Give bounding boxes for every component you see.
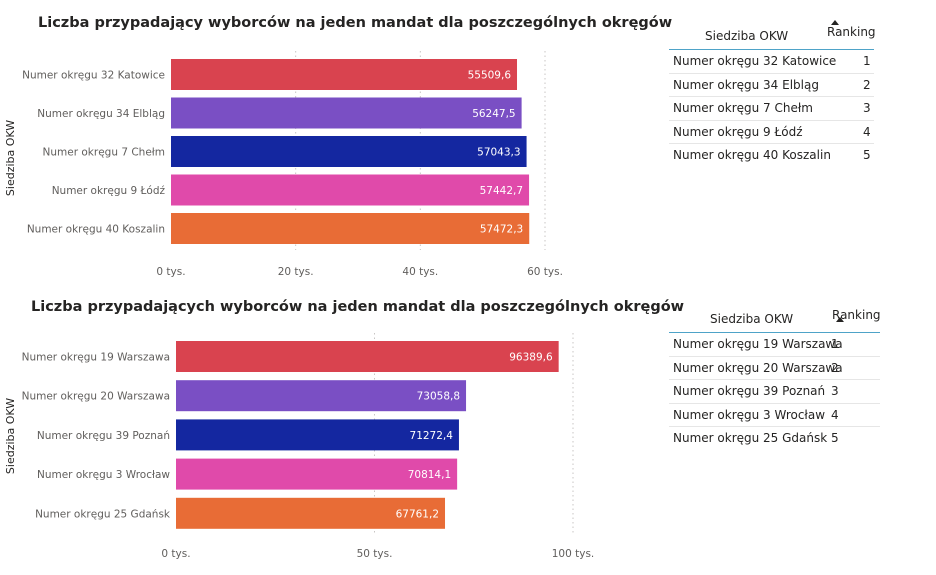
category-label: Numer okręgu 25 Gdańsk (35, 508, 171, 520)
cell-siedziba: Numer okręgu 3 Wrocław (673, 407, 826, 422)
cell-ranking: 1 (831, 337, 839, 351)
ranking-table-bottom: Siedziba OKW Ranking Numer okręgu 19 War… (669, 300, 881, 450)
cell-siedziba: Numer okręgu 25 Gdańsk (673, 431, 828, 445)
chart-title: Liczba przypadających wyborców na jeden … (31, 299, 685, 315)
x-tick-label: 60 tys. (527, 266, 563, 278)
table-row[interactable]: Numer okręgu 25 Gdańsk 5 (669, 427, 880, 450)
bar (171, 59, 518, 90)
data-label: 55509,6 (468, 70, 512, 82)
category-label: Numer okręgu 40 Koszalin (27, 224, 165, 236)
table-row[interactable]: Numer okręgu 20 Warszawa 2 (669, 357, 880, 380)
bar (171, 174, 530, 206)
chart-title: Liczba przypadający wyborców na jeden ma… (38, 15, 673, 31)
x-tick-label: 40 tys. (402, 266, 438, 278)
data-label: 67761,2 (396, 508, 439, 520)
x-tick-label: 0 tys. (156, 266, 185, 278)
cell-ranking: 5 (831, 431, 839, 445)
table-row[interactable]: Numer okręgu 19 Warszawa 1 (669, 333, 880, 357)
data-label: 57043,3 (477, 147, 520, 159)
bar (176, 380, 467, 412)
y-axis-label: Siedziba OKW (4, 120, 17, 196)
category-label: Numer okręgu 39 Poznań (37, 430, 170, 442)
chart-panel-top: Liczba przypadający wyborców na jeden ma… (0, 0, 672, 285)
data-label: 71272,4 (410, 430, 454, 442)
category-label: Numer okręgu 34 Elbląg (37, 108, 165, 120)
cell-ranking: 1 (863, 54, 871, 68)
table-body: Numer okręgu 19 Warszawa 1 Numer okręgu 20… (669, 333, 880, 450)
cell-siedziba: Numer okręgu 9 Łódź (673, 124, 803, 139)
category-label: Numer okręgu 20 Warszawa (22, 391, 170, 403)
table-row[interactable]: Numer okręgu 39 Poznań 3 (669, 380, 880, 404)
cell-siedziba: Numer okręgu 32 Katowice (673, 54, 837, 68)
cell-ranking: 4 (831, 407, 839, 422)
data-label: 57442,7 (480, 185, 523, 197)
data-label: 56247,5 (472, 108, 515, 120)
cell-ranking: 2 (863, 77, 871, 92)
sort-ascending-icon[interactable] (836, 317, 844, 322)
cell-ranking: 5 (863, 148, 871, 162)
cell-ranking: 2 (831, 360, 839, 375)
cell-siedziba: Numer okręgu 7 Chełm (673, 101, 813, 115)
table-row[interactable]: Numer okręgu 34 Elbląg 2 (669, 74, 874, 97)
cell-ranking: 3 (863, 101, 871, 115)
cell-siedziba: Numer okręgu 39 Poznań (673, 384, 826, 398)
data-label: 57472,3 (480, 224, 523, 236)
table-body: Numer okręgu 32 Katowice 1 Numer okręgu 34… (669, 50, 874, 167)
category-label: Numer okręgu 19 Warszawa (22, 352, 170, 364)
x-tick-label: 20 tys. (278, 266, 314, 278)
x-tick-label: 100 tys. (552, 548, 595, 560)
data-label: 70814,1 (408, 469, 451, 481)
column-header-siedziba[interactable]: Siedziba OKW (710, 312, 794, 326)
column-header-ranking[interactable]: Ranking (827, 25, 876, 39)
bar (176, 341, 559, 372)
x-tick-label: 0 tys. (161, 548, 190, 560)
data-label: 96389,6 (509, 352, 553, 364)
table-header: Siedziba OKW Ranking (669, 17, 876, 50)
cell-siedziba: Numer okręgu 19 Warszawa (673, 337, 843, 351)
chart-panel-bottom: Liczba przypadających wyborców na jeden … (0, 288, 684, 573)
cell-siedziba: Numer okręgu 20 Warszawa (673, 360, 843, 375)
table-row[interactable]: Numer okręgu 9 Łódź 4 (669, 121, 874, 144)
category-label: Numer okręgu 7 Chełm (43, 147, 165, 159)
table-row[interactable]: Numer okręgu 7 Chełm 3 (669, 97, 874, 121)
bar (176, 458, 458, 490)
bar (171, 136, 527, 167)
table-row[interactable]: Numer okręgu 40 Koszalin 5 (669, 144, 874, 167)
bar-chart-bottom: 0 tys. 50 tys. 100 tys. Siedziba OKW 96389,6… (4, 333, 595, 560)
bar (171, 97, 522, 129)
bar (176, 497, 446, 529)
sort-ascending-icon[interactable] (831, 20, 839, 25)
data-label: 73058,8 (417, 391, 460, 403)
cell-siedziba: Numer okręgu 40 Koszalin (673, 148, 831, 162)
category-label: Numer okręgu 3 Wrocław (37, 469, 170, 481)
bar-chart-top: 0 tys. 20 tys. 40 tys. 60 tys. Siedziba OKW 5… (4, 51, 563, 278)
cell-ranking: 4 (863, 124, 871, 139)
category-label: Numer okręgu 9 Łódź (52, 185, 166, 197)
bar (176, 419, 459, 451)
table-row[interactable]: Numer okręgu 3 Wrocław 4 (669, 404, 880, 427)
cell-ranking: 3 (831, 384, 839, 398)
column-header-ranking[interactable]: Ranking (832, 308, 881, 322)
x-tick-label: 50 tys. (357, 548, 393, 560)
bar (171, 213, 530, 244)
column-header-siedziba[interactable]: Siedziba OKW (705, 29, 789, 43)
table-row[interactable]: Numer okręgu 32 Katowice 1 (669, 50, 874, 74)
y-axis-label: Siedziba OKW (4, 398, 17, 474)
cell-siedziba: Numer okręgu 34 Elbląg (673, 77, 819, 92)
category-label: Numer okręgu 32 Katowice (22, 70, 165, 82)
ranking-table-top: Siedziba OKW Ranking Numer okręgu 32 Kat… (669, 17, 876, 167)
table-header: Siedziba OKW Ranking (669, 300, 881, 333)
